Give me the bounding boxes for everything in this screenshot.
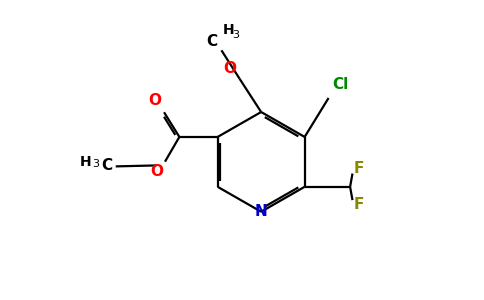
Text: C: C [102,158,113,173]
Text: H: H [222,23,234,38]
Text: O: O [223,61,236,76]
Text: Cl: Cl [333,77,348,92]
Text: N: N [255,204,268,219]
Text: H: H [80,154,92,169]
Text: 3: 3 [232,30,239,40]
Text: O: O [150,164,163,179]
Text: F: F [354,197,364,212]
Text: 3: 3 [92,160,99,170]
Text: O: O [149,93,162,108]
Text: F: F [354,161,364,176]
Text: C: C [207,34,218,49]
